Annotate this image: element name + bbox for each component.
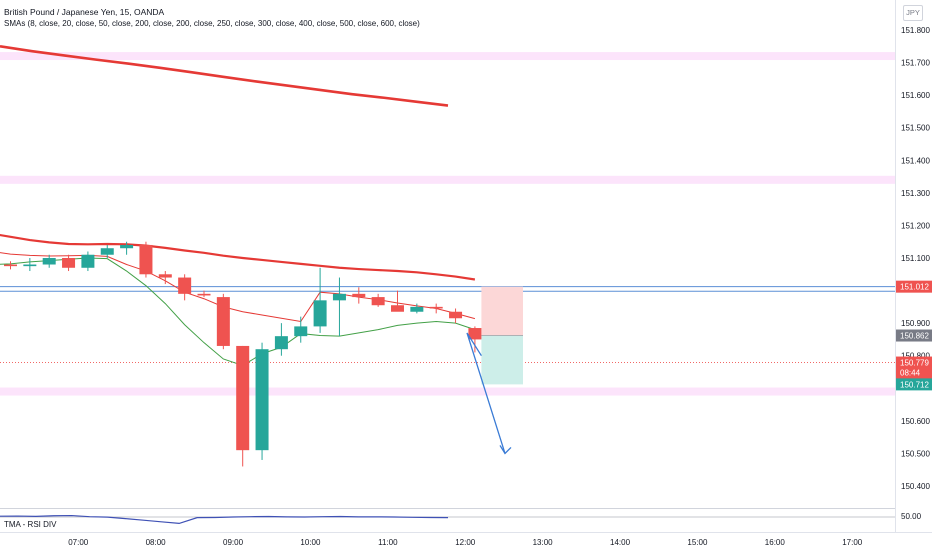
- entry-price-tag-bg: [896, 329, 932, 342]
- candle-body-14: [274, 336, 288, 350]
- price-tick-label-7: 151.100: [901, 254, 930, 263]
- candle-body-20: [391, 305, 404, 312]
- candle-body-6: [120, 244, 134, 249]
- price-tick-label-10: 150.600: [901, 417, 930, 426]
- candle-body-24: [468, 328, 482, 340]
- projection-arrow-head: [499, 445, 512, 455]
- time-tick-label-2: 09:00: [223, 538, 244, 547]
- candle-body-2: [42, 258, 56, 265]
- price-tick-label-11: 150.500: [901, 449, 930, 458]
- position-stop-zone: [481, 286, 523, 336]
- candle-body-4: [81, 254, 95, 268]
- rsi-level-label: 50.00: [901, 512, 922, 521]
- candle-body-16: [313, 300, 327, 327]
- price-tick-label-12: 150.400: [901, 482, 930, 491]
- time-tick-label-8: 15:00: [687, 538, 708, 547]
- price-tick-label-3: 151.500: [901, 124, 930, 133]
- current-price-tag: 150.779: [900, 359, 929, 368]
- candle-body-13: [255, 349, 269, 451]
- rsi-line: [0, 514, 449, 525]
- time-tick-label-6: 13:00: [533, 538, 554, 547]
- price-tick-label-6: 151.200: [901, 221, 930, 230]
- candle-body-0: [4, 264, 17, 267]
- countdown-tag: 08:44: [900, 369, 921, 378]
- stop-price-tag-bg: [896, 280, 932, 293]
- price-tick-label-5: 151.300: [901, 189, 930, 198]
- support-zone-2: [0, 387, 895, 396]
- candle-body-21: [410, 306, 424, 312]
- candle-body-11: [216, 297, 230, 346]
- sma-mid-line: [0, 252, 476, 323]
- candle-body-3: [62, 258, 76, 268]
- price-tick-label-2: 151.600: [901, 91, 930, 100]
- candle-body-9: [178, 277, 192, 294]
- entry-price-tag: 150.862: [900, 332, 929, 341]
- time-axis[interactable]: 07:00 08:00 09:00 10:00 11:00 12:00 13:00 14:00…: [0, 532, 932, 551]
- rsi-pane[interactable]: TMA - RSI DIV: [0, 508, 895, 533]
- price-tick-label-8: 150.900: [901, 319, 930, 328]
- time-tick-label-3: 10:00: [300, 538, 321, 547]
- support-zone-0: [0, 52, 895, 61]
- candle-body-1: [23, 264, 37, 267]
- target-price-tag: 150.712: [900, 380, 929, 389]
- candle-body-15: [294, 326, 308, 337]
- candle-body-5: [100, 248, 114, 255]
- time-tick-label-9: 16:00: [765, 538, 786, 547]
- time-tick-label-4: 11:00: [378, 538, 398, 547]
- price-tick-label-1: 151.700: [901, 59, 930, 68]
- indicator-legend[interactable]: SMAs (8, close, 20, close, 50, close, 20…: [4, 19, 420, 28]
- price-chart[interactable]: [0, 0, 895, 508]
- candle-body-12: [236, 345, 250, 451]
- sma-long-line: [0, 45, 449, 107]
- candle-body-18: [352, 293, 366, 298]
- price-axis-scale: 151.800 151.700 151.600 151.500 151.400 151.3…: [896, 26, 932, 521]
- time-tick-label-10: 17:00: [842, 538, 863, 547]
- candle-body-17: [332, 293, 346, 301]
- time-tick-label-1: 08:00: [146, 538, 167, 547]
- rsi-chart[interactable]: [0, 509, 895, 533]
- time-tick-label-7: 14:00: [610, 538, 631, 547]
- candle-body-19: [371, 297, 385, 306]
- candle-body-23: [449, 311, 463, 319]
- position-target-zone: [481, 335, 523, 385]
- candle-body-10: [197, 293, 211, 296]
- candle-body-7: [139, 244, 153, 275]
- candle-body-8: [158, 274, 172, 278]
- price-tick-label-0: 151.800: [901, 26, 930, 35]
- time-axis-scale: 07:00 08:00 09:00 10:00 11:00 12:00 13:00 14:00…: [68, 538, 863, 547]
- price-tick-label-9: 150.800: [901, 352, 930, 361]
- target-price-tag-bg: [896, 378, 932, 391]
- stop-price-tag: 151.012: [900, 283, 929, 292]
- sma-slow-line: [0, 233, 476, 281]
- current-price-tag-bg: [896, 356, 932, 379]
- price-tick-label-4: 151.400: [901, 156, 930, 165]
- support-zone-1: [0, 175, 895, 184]
- candle-body-22: [429, 306, 443, 309]
- currency-button[interactable]: JPY: [903, 5, 923, 21]
- chart-area[interactable]: British Pound / Japanese Yen, 15, OANDA …: [0, 0, 895, 515]
- projection-arrow-line: [466, 332, 506, 454]
- time-tick-label-0: 07:00: [68, 538, 89, 547]
- rsi-indicator-label[interactable]: TMA - RSI DIV: [4, 520, 57, 529]
- time-tick-label-5: 12:00: [455, 538, 476, 547]
- symbol-title[interactable]: British Pound / Japanese Yen, 15, OANDA: [4, 7, 165, 17]
- price-axis[interactable]: 151.800 151.700 151.600 151.500 151.400 151.3…: [895, 0, 932, 532]
